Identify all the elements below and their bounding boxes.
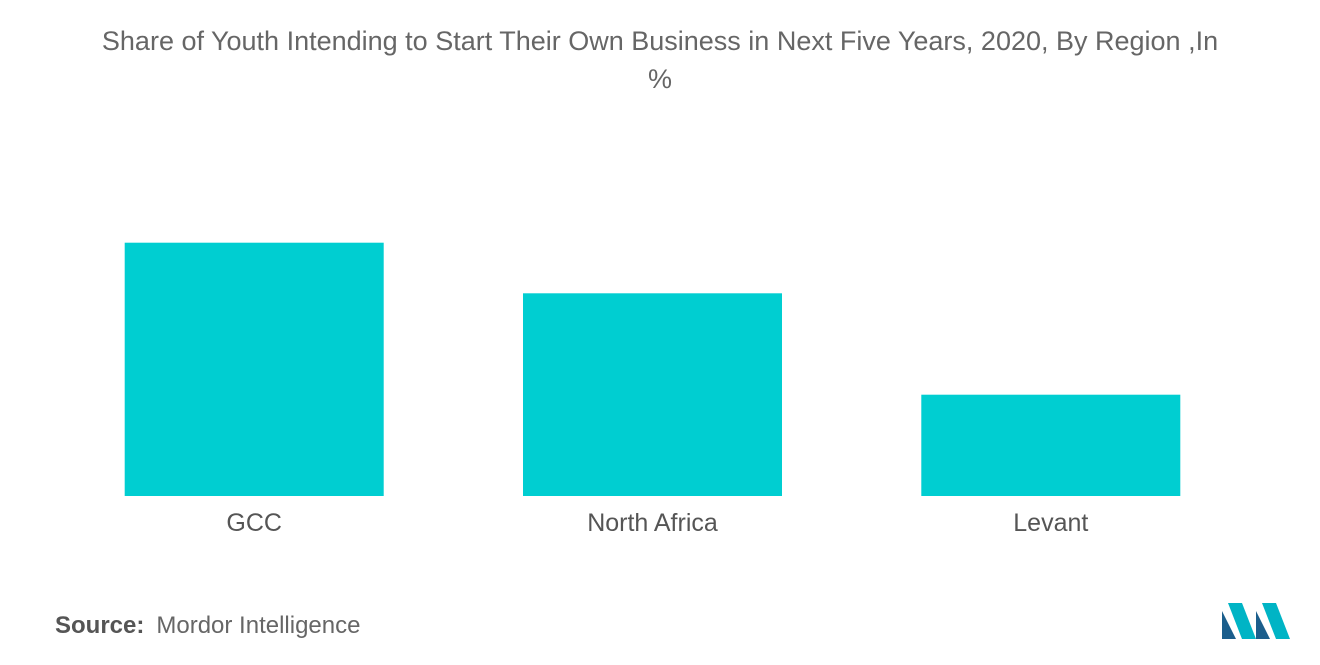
bar-chart: GCC North Africa Levant [124, 242, 1181, 537]
chart-title-line-1: Share of Youth Intending to Start Their … [101, 26, 1219, 56]
source-value: Mordor Intelligence [156, 612, 361, 639]
category-label-levant: Levant [1013, 509, 1088, 537]
bars-layer [124, 242, 1181, 496]
chart-title-line-2: % [647, 64, 672, 94]
category-label-north-africa: North Africa [587, 509, 718, 537]
chart-title: Share of Youth Intending to Start Their … [0, 22, 1320, 98]
category-label-gcc: GCC [226, 509, 282, 537]
bar-gcc [124, 242, 384, 496]
source-label: Source: [55, 612, 145, 639]
category-labels-layer: GCC North Africa Levant [226, 509, 1088, 537]
bar-north-africa [523, 293, 782, 496]
bar-levant [921, 394, 1181, 496]
source-note: Source: Mordor Intelligence [55, 612, 360, 640]
mordor-intelligence-logo-icon [1222, 603, 1290, 639]
